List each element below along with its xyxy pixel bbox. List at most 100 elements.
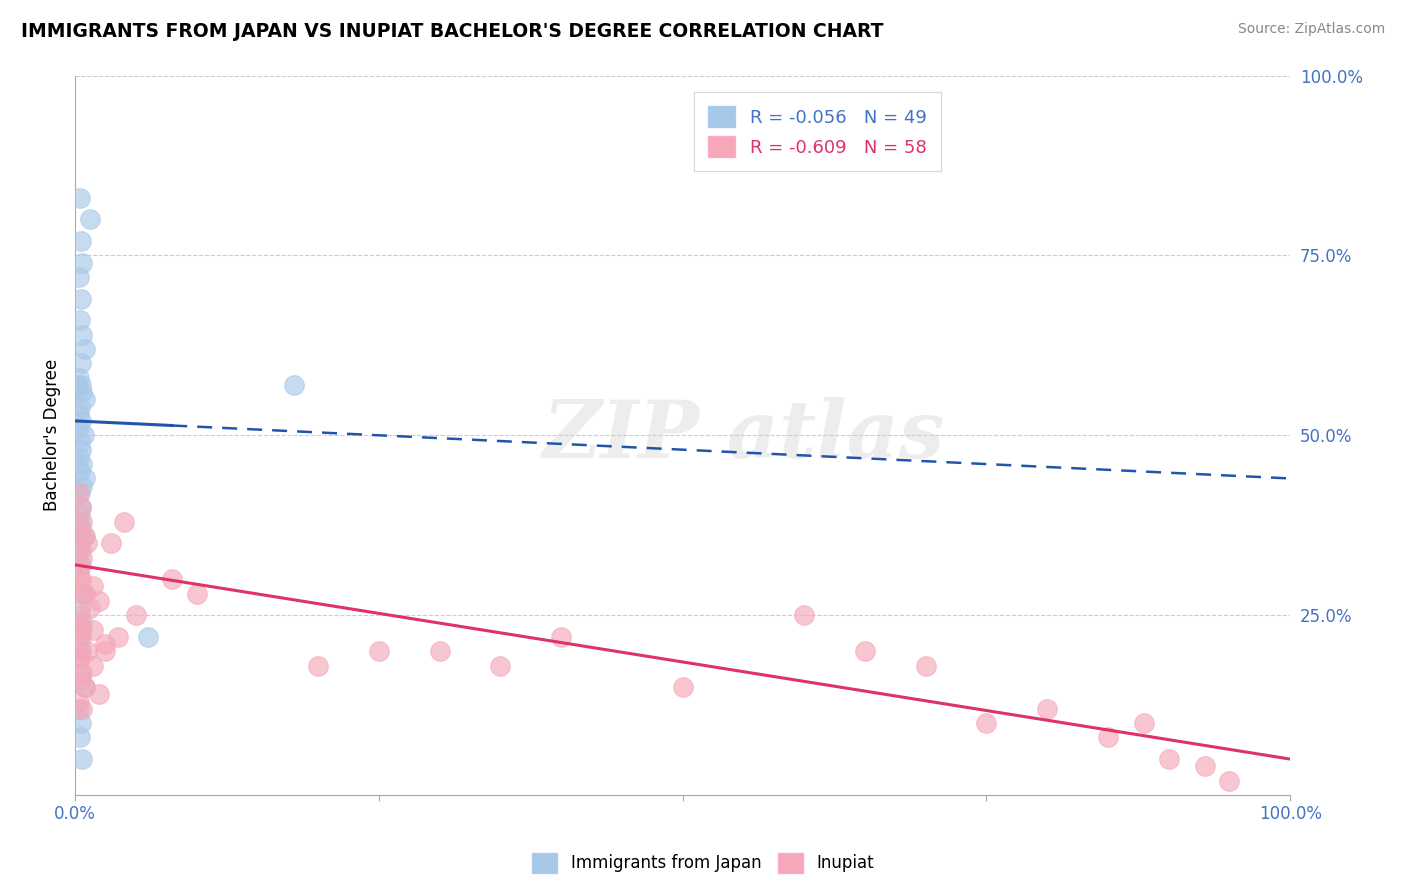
Text: Source: ZipAtlas.com: Source: ZipAtlas.com [1237, 22, 1385, 37]
Point [1194, 759, 1216, 773]
Point [73, 586, 96, 600]
Point [914, 658, 936, 673]
Point [72, 515, 94, 529]
Point [79, 212, 101, 227]
Point [70, 572, 93, 586]
Point [976, 716, 998, 731]
Point [853, 644, 876, 658]
Point [69, 400, 91, 414]
Point [67, 630, 90, 644]
Point [67, 421, 90, 435]
Point [89, 687, 111, 701]
Text: ZIP atlas: ZIP atlas [543, 397, 945, 474]
Point [283, 378, 305, 392]
Point [1218, 773, 1240, 788]
Point [671, 680, 693, 694]
Point [67, 702, 90, 716]
Point [70, 716, 93, 731]
Point [69, 464, 91, 478]
Point [1157, 752, 1180, 766]
Point [70, 586, 93, 600]
Point [67, 615, 90, 630]
Point [94, 644, 117, 658]
Point [67, 515, 90, 529]
Point [1036, 702, 1059, 716]
Point [69, 536, 91, 550]
Point [70, 543, 93, 558]
Point [70, 292, 93, 306]
Point [72, 623, 94, 637]
Point [72, 752, 94, 766]
Legend: Immigrants from Japan, Inupiat: Immigrants from Japan, Inupiat [526, 847, 880, 880]
Point [70, 234, 93, 248]
Point [67, 486, 90, 500]
Point [72, 478, 94, 492]
Point [89, 594, 111, 608]
Point [69, 644, 91, 658]
Point [70, 356, 93, 370]
Point [793, 608, 815, 623]
Point [72, 428, 94, 442]
Point [70, 442, 93, 457]
Point [367, 644, 389, 658]
Legend: R = -0.056   N = 49, R = -0.609   N = 58: R = -0.056 N = 49, R = -0.609 N = 58 [693, 92, 941, 171]
Point [70, 644, 93, 658]
Point [72, 702, 94, 716]
Point [73, 680, 96, 694]
Point [69, 558, 91, 572]
Point [489, 658, 512, 673]
Point [73, 392, 96, 407]
Point [82, 658, 104, 673]
Point [70, 414, 93, 428]
Point [94, 637, 117, 651]
Point [1097, 731, 1119, 745]
Point [69, 522, 91, 536]
Point [82, 579, 104, 593]
Point [72, 550, 94, 565]
Point [429, 644, 451, 658]
Point [70, 623, 93, 637]
Point [73, 471, 96, 485]
Point [69, 191, 91, 205]
Point [76, 536, 98, 550]
Point [72, 385, 94, 400]
Point [73, 680, 96, 694]
Point [67, 694, 90, 708]
Point [66, 378, 89, 392]
Point [70, 630, 93, 644]
Point [72, 665, 94, 680]
Point [73, 586, 96, 600]
Point [67, 651, 90, 665]
Point [70, 500, 93, 515]
Point [69, 665, 91, 680]
Point [69, 435, 91, 450]
Point [136, 630, 159, 644]
Point [186, 586, 208, 600]
Point [112, 515, 135, 529]
Point [76, 644, 98, 658]
Point [72, 529, 94, 543]
Point [69, 651, 91, 665]
Point [100, 536, 122, 550]
Text: IMMIGRANTS FROM JAPAN VS INUPIAT BACHELOR'S DEGREE CORRELATION CHART: IMMIGRANTS FROM JAPAN VS INUPIAT BACHELO… [21, 22, 883, 41]
Point [107, 630, 129, 644]
Y-axis label: Bachelor's Degree: Bachelor's Degree [44, 359, 60, 511]
Point [1133, 716, 1156, 731]
Point [70, 558, 93, 572]
Point [67, 407, 90, 421]
Point [70, 378, 93, 392]
Point [67, 565, 90, 579]
Point [160, 572, 183, 586]
Point [79, 601, 101, 615]
Point [69, 508, 91, 522]
Point [67, 450, 90, 464]
Point [70, 522, 93, 536]
Point [69, 608, 91, 623]
Point [72, 615, 94, 630]
Point [67, 543, 90, 558]
Point [69, 313, 91, 327]
Point [67, 572, 90, 586]
Point [82, 623, 104, 637]
Point [67, 270, 90, 285]
Point [67, 370, 90, 384]
